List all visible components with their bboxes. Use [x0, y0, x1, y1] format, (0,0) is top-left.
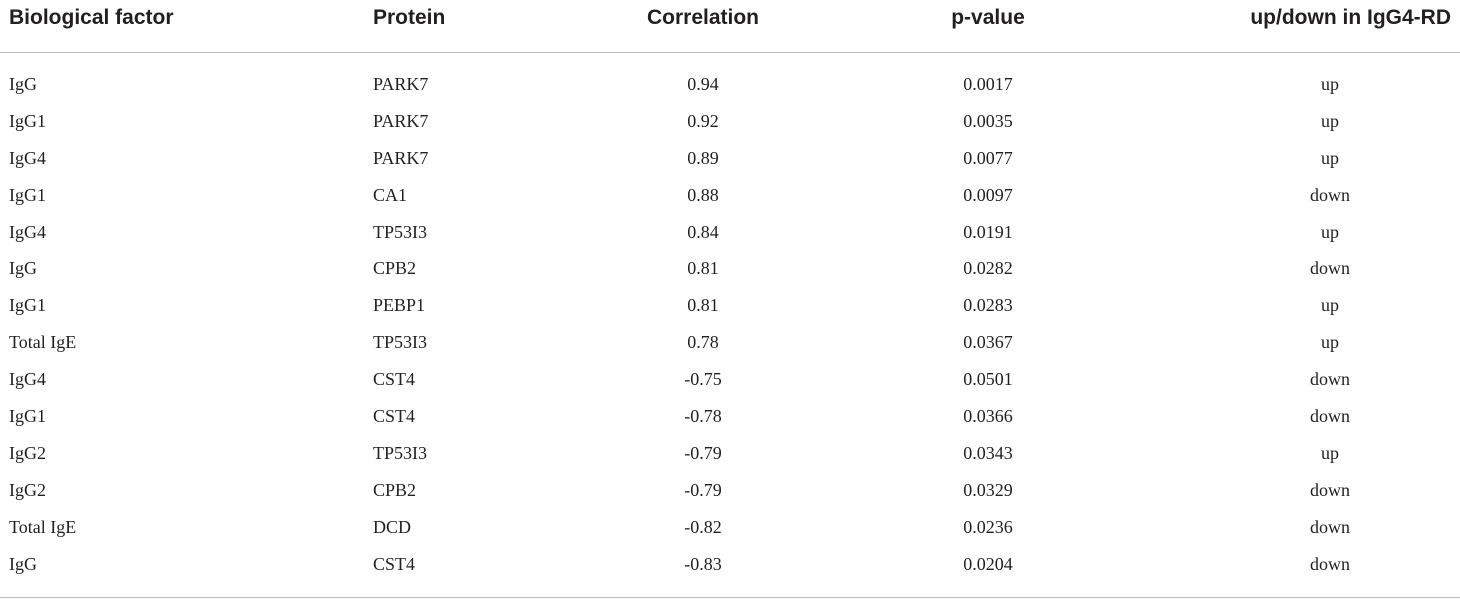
cell-p-value: 0.0367: [963, 332, 1013, 353]
correlation-table: Biological factor Protein Correlation p-…: [0, 0, 1460, 582]
table-row: IgG1 CST4 -0.78 0.0366 down: [0, 398, 1460, 435]
table-row: IgG4 CST4 -0.75 0.0501 down: [0, 361, 1460, 398]
table-row: IgG2 TP53I3 -0.79 0.0343 up: [0, 435, 1460, 472]
cell-correlation: 0.94: [687, 74, 719, 94]
cell-correlation: 0.78: [687, 332, 719, 353]
cell-p-value: 0.0501: [963, 369, 1013, 390]
cell-correlation: -0.79: [684, 442, 722, 463]
cell-protein: TP53I3: [373, 221, 427, 242]
cell-p-value: 0.0077: [963, 147, 1013, 168]
cell-protein: CST4: [373, 406, 416, 427]
cell-biological-factor: IgG4: [9, 369, 46, 390]
cell-p-value: 0.0204: [963, 553, 1013, 574]
cell-correlation: 0.88: [687, 184, 719, 205]
cell-protein: CST4: [373, 369, 416, 390]
cell-biological-factor: IgG1: [9, 406, 46, 427]
cell-p-value: 0.0283: [963, 295, 1013, 316]
cell-direction: up: [1321, 442, 1339, 463]
header-correlation: Correlation: [646, 6, 760, 29]
table-row: IgG2 CPB2 -0.79 0.0329 down: [0, 472, 1460, 509]
cell-protein: DCD: [373, 516, 412, 537]
cell-direction: down: [1310, 479, 1350, 500]
table-header-row: Biological factor Protein Correlation p-…: [0, 0, 1460, 53]
cell-biological-factor: IgG1: [9, 295, 46, 316]
cell-direction: up: [1321, 221, 1339, 242]
cell-biological-factor: IgG: [9, 258, 37, 279]
cell-biological-factor: IgG4: [9, 221, 46, 242]
cell-p-value: 0.0282: [963, 258, 1013, 279]
cell-protein: PARK7: [373, 74, 429, 94]
cell-correlation: 0.89: [687, 147, 719, 168]
cell-protein: CPB2: [373, 258, 417, 279]
table-row: Total IgE DCD -0.82 0.0236 down: [0, 509, 1460, 546]
cell-correlation: 0.81: [687, 258, 719, 279]
header-p-value: p-value: [951, 6, 1025, 29]
cell-protein: CPB2: [373, 479, 417, 500]
cell-correlation: -0.79: [684, 479, 722, 500]
cell-p-value: 0.0236: [963, 516, 1013, 537]
cell-direction: up: [1321, 147, 1339, 168]
cell-p-value: 0.0017: [963, 74, 1013, 94]
cell-biological-factor: IgG4: [9, 147, 46, 168]
cell-protein: PARK7: [373, 110, 429, 131]
header-biological-factor: Biological factor: [9, 6, 174, 29]
cell-protein: PEBP1: [373, 295, 426, 316]
table-row: Total IgE TP53I3 0.78 0.0367 up: [0, 324, 1460, 361]
table-row: IgG1 CA1 0.88 0.0097 down: [0, 177, 1460, 214]
cell-direction: down: [1310, 258, 1350, 279]
cell-direction: up: [1321, 110, 1339, 131]
cell-biological-factor: IgG: [9, 553, 37, 574]
cell-p-value: 0.0097: [963, 184, 1013, 205]
header-direction: up/down in IgG4-RD: [1250, 6, 1451, 29]
table-row: IgG1 PEBP1 0.81 0.0283 up: [0, 287, 1460, 324]
cell-biological-factor: IgG2: [9, 479, 46, 500]
table-bottom-rule: [0, 597, 1460, 598]
cell-p-value: 0.0343: [963, 442, 1013, 463]
table-row: IgG4 TP53I3 0.84 0.0191 up: [0, 214, 1460, 251]
cell-correlation: 0.81: [687, 295, 719, 316]
table-row: IgG CPB2 0.81 0.0282 down: [0, 250, 1460, 287]
cell-direction: up: [1321, 295, 1339, 316]
cell-protein: CST4: [373, 553, 416, 574]
cell-correlation: -0.75: [684, 369, 722, 390]
cell-correlation: 0.92: [687, 110, 719, 131]
cell-protein: CA1: [373, 184, 408, 205]
cell-biological-factor: Total IgE: [9, 516, 77, 537]
cell-p-value: 0.0329: [963, 479, 1013, 500]
cell-biological-factor: IgG: [9, 74, 37, 94]
cell-protein: PARK7: [373, 147, 429, 168]
cell-direction: down: [1310, 369, 1350, 390]
cell-p-value: 0.0366: [963, 406, 1013, 427]
table-row: IgG CST4 -0.83 0.0204 down: [0, 546, 1460, 583]
cell-protein: TP53I3: [373, 332, 427, 353]
cell-direction: up: [1321, 74, 1339, 94]
cell-direction: up: [1321, 332, 1339, 353]
cell-biological-factor: IgG1: [9, 184, 46, 205]
cell-direction: down: [1310, 516, 1350, 537]
table-body: IgG PARK7 0.94 0.0017 up IgG1 PARK7 0.92 0.0035 u…: [0, 66, 1460, 582]
cell-direction: down: [1310, 184, 1350, 205]
cell-biological-factor: IgG2: [9, 442, 46, 463]
cell-correlation: -0.82: [684, 516, 722, 537]
cell-correlation: -0.83: [684, 553, 722, 574]
cell-biological-factor: IgG1: [9, 110, 46, 131]
cell-correlation: -0.78: [684, 406, 722, 427]
cell-direction: down: [1310, 406, 1350, 427]
table-row: IgG1 PARK7 0.92 0.0035 up: [0, 103, 1460, 140]
header-protein: Protein: [373, 6, 446, 29]
cell-p-value: 0.0191: [963, 221, 1013, 242]
table-row: IgG PARK7 0.94 0.0017 up: [0, 66, 1460, 103]
cell-direction: down: [1310, 553, 1350, 574]
table-row: IgG4 PARK7 0.89 0.0077 up: [0, 140, 1460, 177]
cell-correlation: 0.84: [687, 221, 719, 242]
cell-protein: TP53I3: [373, 442, 427, 463]
cell-p-value: 0.0035: [963, 110, 1013, 131]
cell-biological-factor: Total IgE: [9, 332, 77, 353]
